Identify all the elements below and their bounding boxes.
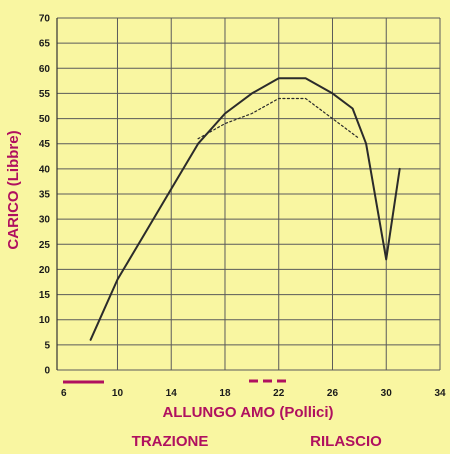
y-axis-title: CARICO (Libbre): [5, 130, 22, 249]
series-line-dotted: [197, 97, 360, 140]
y-tick-label-25: 25: [39, 240, 51, 251]
y-tick-label-55: 55: [39, 89, 51, 100]
series: [89, 77, 401, 341]
legend-label-trazione: TRAZIONE: [132, 433, 209, 450]
series-line-solid: [89, 77, 401, 341]
x-tick-label-34: 34: [434, 388, 446, 399]
y-tick-label-70: 70: [39, 14, 51, 25]
y-tick-label-20: 20: [39, 265, 51, 276]
y-tick-label-10: 10: [39, 315, 51, 326]
x-tick-label-26: 26: [327, 388, 339, 399]
x-tick-label-10: 10: [112, 388, 124, 399]
x-tick-label-6: 6: [61, 388, 67, 399]
y-tick-label-0: 0: [44, 366, 50, 377]
x-tick-label-22: 22: [273, 388, 285, 399]
y-tick-label-30: 30: [39, 215, 51, 226]
tick-labels: 0 5 10 15 20 25 30 35 40 45 50 55 60 65 70 6 10 14 18 22 26 3…: [39, 14, 446, 400]
x-axis-title: ALLUNGO AMO (Pollici): [162, 404, 333, 421]
x-tick-label-30: 30: [381, 388, 393, 399]
y-tick-label-45: 45: [39, 139, 51, 150]
x-tick-label-18: 18: [219, 388, 231, 399]
y-tick-label-65: 65: [39, 39, 51, 50]
y-tick-label-35: 35: [39, 190, 51, 201]
y-tick-label-40: 40: [39, 164, 51, 175]
x-tick-label-14: 14: [166, 388, 178, 399]
legend: TRAZIONE RILASCIO: [63, 379, 382, 450]
legend-label-rilascio: RILASCIO: [310, 433, 382, 450]
y-tick-label-60: 60: [39, 64, 51, 75]
y-tick-label-5: 5: [44, 340, 50, 351]
y-tick-label-15: 15: [39, 290, 51, 301]
grid: [56, 17, 441, 371]
y-tick-label-50: 50: [39, 114, 51, 125]
